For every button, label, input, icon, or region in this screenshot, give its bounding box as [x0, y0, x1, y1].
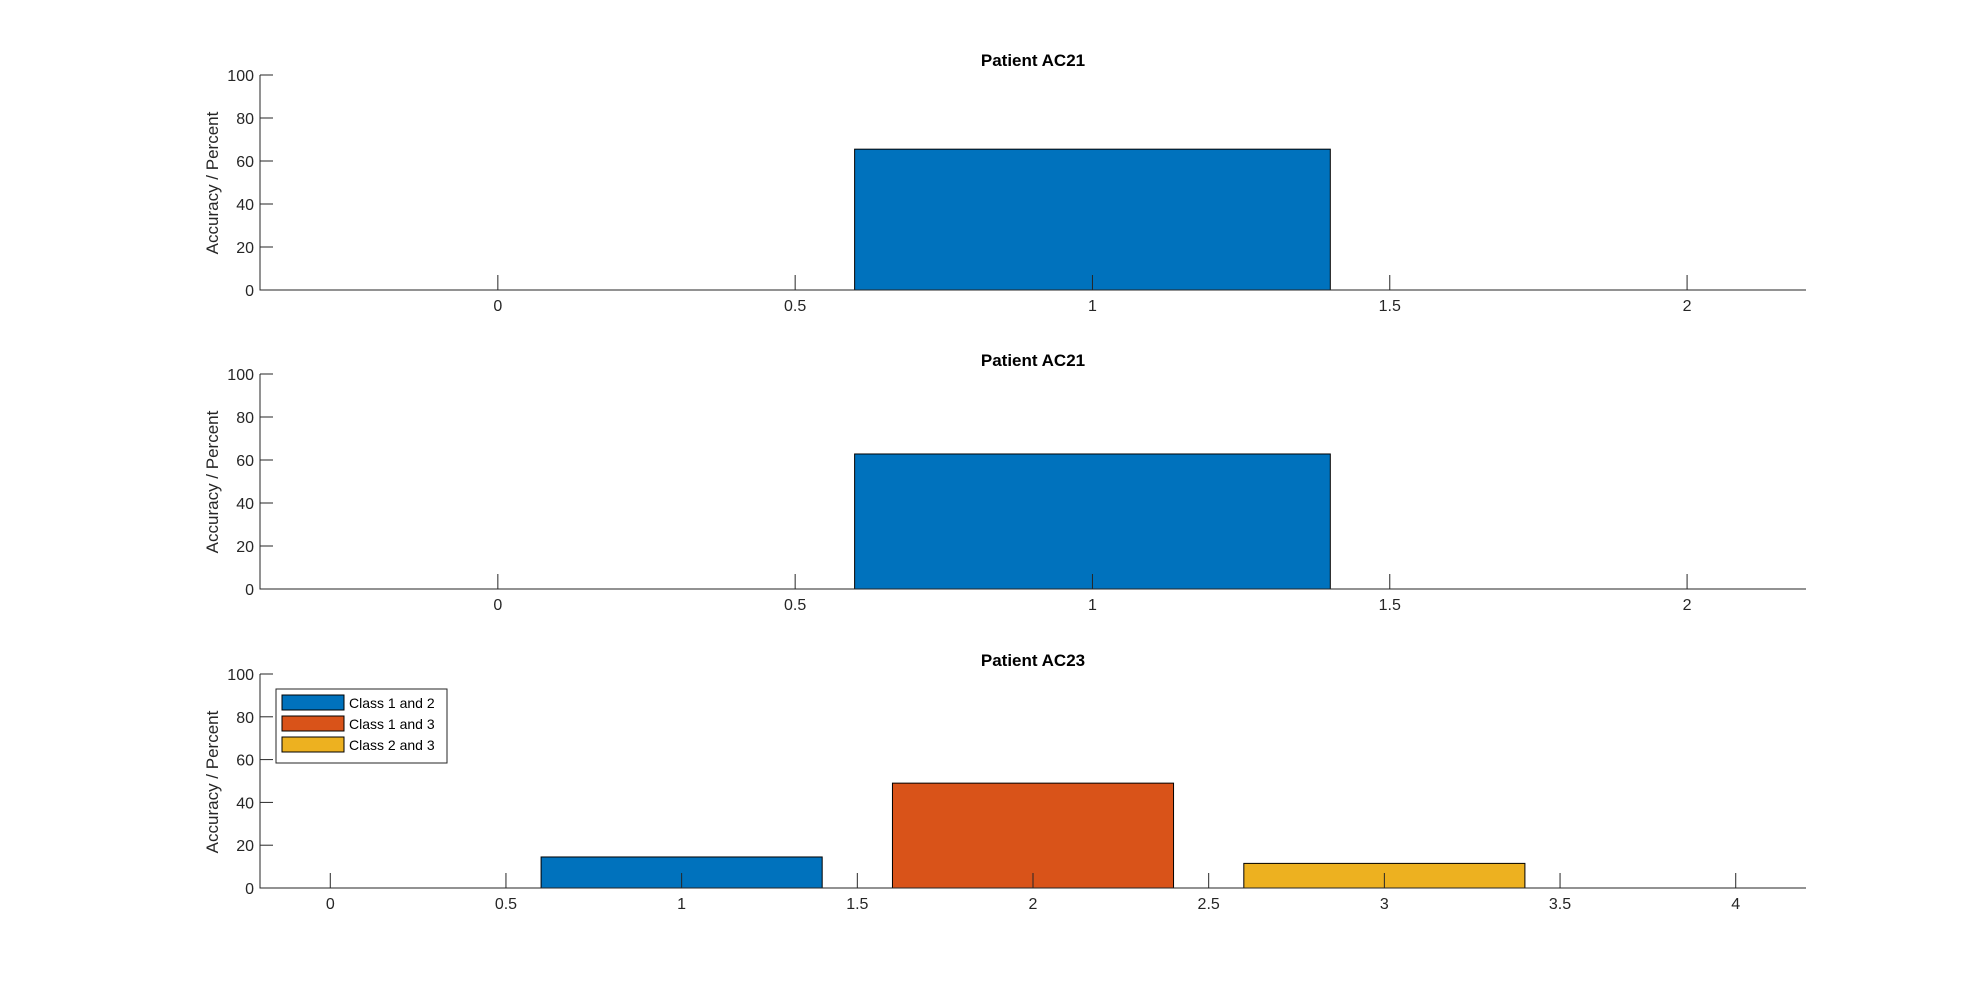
x-tick-label: 1.5	[1379, 298, 1401, 315]
y-tick-label: 40	[236, 496, 254, 513]
bar-group	[854, 148, 1331, 291]
axis-box	[259, 674, 1806, 889]
x-tick-label: 2	[1683, 597, 1692, 614]
y-tick-label: 80	[236, 111, 254, 128]
x-tick-label: 1	[1088, 298, 1097, 315]
x-tick-label: 1	[677, 896, 686, 913]
y-tick-label: 40	[236, 795, 254, 812]
x-tick-label: 0	[326, 896, 335, 913]
bar-1	[854, 453, 1331, 590]
y-axis-label: Accuracy / Percent	[203, 111, 222, 254]
y-tick-label: 40	[236, 197, 254, 214]
subplot-title: Patient AC21	[981, 51, 1085, 70]
bar-group	[540, 782, 1526, 889]
bar-1	[854, 148, 1331, 291]
y-tick-label: 80	[236, 710, 254, 727]
y-tick-label: 60	[236, 154, 254, 171]
tick-group: 0 20 40 60 80 100 0 0.5 1 1.5 2	[227, 68, 1691, 315]
x-tick-label: 0	[493, 298, 502, 315]
y-tick-label: 100	[227, 68, 254, 85]
y-tick-label: 100	[227, 367, 254, 384]
tick-group: 0 20 40 60 80 100 0 0.5 1 1.5 2 2.5 3 3.5 4	[227, 667, 1740, 913]
axis-box	[259, 374, 1806, 590]
legend-swatch	[281, 715, 345, 732]
x-tick-label: 4	[1731, 896, 1740, 913]
y-tick-label: 60	[236, 753, 254, 770]
subplot-2: Patient AC21 Accuracy / Percent 02040608…	[203, 351, 1806, 614]
y-tick-label: 0	[245, 881, 254, 898]
subplot-title: Patient AC23	[981, 651, 1085, 670]
x-tick-label: 1	[1088, 597, 1097, 614]
legend-entry: Class 1 and 2	[349, 695, 435, 711]
legend: Class 1 and 2 Class 1 and 3 Class 2 and 3	[275, 688, 448, 764]
axis-box	[259, 75, 1806, 291]
x-tick-label: 1.5	[846, 896, 868, 913]
x-tick-label: 2.5	[1198, 896, 1220, 913]
y-tick-label: 0	[245, 283, 254, 300]
y-tick-label: 80	[236, 410, 254, 427]
y-axis-label: Accuracy / Percent	[203, 410, 222, 553]
y-tick-label: 100	[227, 667, 254, 684]
x-tick-label: 0	[493, 597, 502, 614]
x-tick-label: 3	[1380, 896, 1389, 913]
y-tick-label: 20	[236, 838, 254, 855]
y-tick-label: 60	[236, 453, 254, 470]
x-tick-label: 0.5	[784, 298, 806, 315]
subplot-title: Patient AC21	[981, 351, 1085, 370]
legend-entry: Class 1 and 3	[349, 716, 435, 732]
bar-2	[891, 782, 1175, 889]
x-tick-label: 0.5	[495, 896, 517, 913]
tick-group: 0 20 40 60 80 100 0 0.5 1 1.5 2	[227, 367, 1691, 614]
x-tick-label: 1.5	[1379, 597, 1401, 614]
x-tick-label: 2	[1029, 896, 1038, 913]
y-axis-label: Accuracy / Percent	[203, 710, 222, 853]
legend-swatch	[281, 694, 345, 711]
legend-swatch	[281, 736, 345, 753]
legend-entry: Class 2 and 3	[349, 737, 435, 753]
x-tick-label: 0.5	[784, 597, 806, 614]
subplot-3: Patient AC23 Accuracy / Percent 02040608…	[203, 651, 1806, 913]
x-tick-label: 2	[1683, 298, 1692, 315]
y-tick-label: 20	[236, 240, 254, 257]
subplot-1: Patient AC21 Accuracy / Percent 02040608…	[203, 51, 1806, 315]
x-tick-label: 3.5	[1549, 896, 1571, 913]
bar-group	[854, 453, 1331, 590]
y-tick-label: 0	[245, 582, 254, 599]
y-tick-label: 20	[236, 539, 254, 556]
